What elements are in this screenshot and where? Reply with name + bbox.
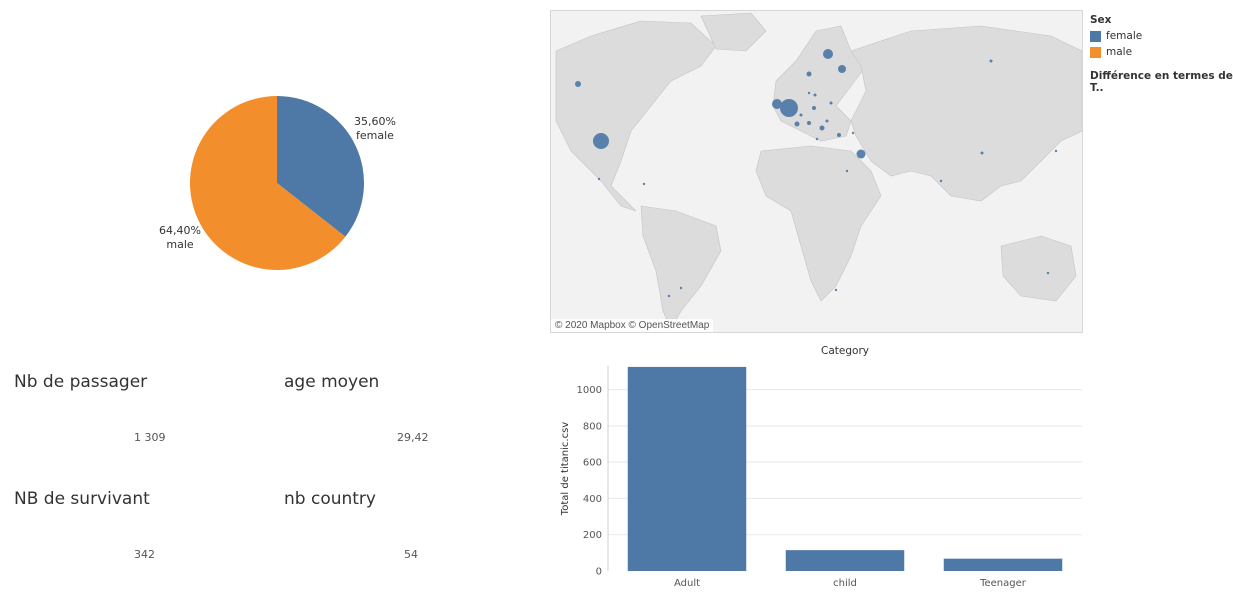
y-tick-label-200: 200 bbox=[583, 530, 602, 541]
y-tick-label-1000: 1000 bbox=[577, 385, 602, 396]
pie-slice-male bbox=[190, 96, 346, 271]
marker-japan bbox=[1054, 149, 1058, 153]
legend-swatch-female bbox=[1090, 30, 1101, 42]
world-map[interactable]: © 2020 Mapbox © OpenStreetMap bbox=[550, 10, 1083, 333]
bar-chart: Category Total de titanic.csv 0 200 400 600 80… bbox=[560, 345, 1082, 589]
marker-mexico bbox=[597, 177, 601, 181]
bar-adult bbox=[627, 366, 747, 571]
legend: Sex female male Différence en termes de … bbox=[1090, 14, 1233, 94]
x-tick-label-adult: Adult bbox=[674, 578, 700, 589]
marker-canada bbox=[575, 81, 581, 87]
marker-austria bbox=[825, 119, 829, 123]
kpi-countries-title: nb country bbox=[284, 489, 376, 509]
marker-turkey bbox=[851, 131, 855, 135]
bar-teenager bbox=[943, 558, 1063, 571]
y-tick-label-800: 800 bbox=[583, 421, 602, 432]
marker-uk bbox=[780, 99, 798, 117]
kpi-age-value: 29,42 bbox=[397, 431, 429, 444]
marker-china bbox=[980, 151, 984, 155]
legend-title: Sex bbox=[1090, 14, 1112, 26]
marker-france bbox=[794, 121, 800, 127]
marker-argentina bbox=[679, 286, 683, 290]
marker-iceland bbox=[807, 91, 811, 95]
map-markers bbox=[575, 49, 1058, 298]
map-credit[interactable]: © 2020 Mapbox © OpenStreetMap bbox=[551, 319, 714, 332]
kpi-survivors-title: NB de survivant bbox=[14, 489, 150, 509]
asia-land bbox=[850, 25, 1082, 202]
kpi-passengers-value: 1 309 bbox=[134, 431, 166, 444]
marker-switzerland bbox=[807, 121, 811, 125]
marker-lebanon bbox=[856, 149, 866, 159]
marker-croatia bbox=[819, 125, 825, 131]
marker-sweden bbox=[823, 49, 833, 59]
kpi-survivors-value: 342 bbox=[134, 548, 155, 561]
legend-label-male: male bbox=[1106, 46, 1133, 58]
marker-belgium bbox=[799, 113, 803, 117]
x-tick-label-teenager: Teenager bbox=[979, 578, 1027, 589]
marker-uruguay bbox=[667, 294, 671, 298]
marker-germany bbox=[812, 106, 816, 110]
legend-item-male[interactable]: male bbox=[1090, 44, 1233, 60]
marker-bulgaria bbox=[837, 133, 841, 137]
legend-swatch-male bbox=[1090, 46, 1101, 58]
kpi-age-title: age moyen bbox=[284, 372, 380, 392]
size-legend-title: Différence en termes de T.. bbox=[1090, 70, 1233, 94]
pie-chart bbox=[190, 96, 364, 271]
y-tick-label-400: 400 bbox=[583, 494, 602, 505]
pie-slice-female bbox=[277, 96, 364, 237]
kpi-passengers-title: Nb de passager bbox=[14, 372, 148, 392]
y-axis-label: Total de titanic.csv bbox=[560, 422, 571, 516]
marker-ireland bbox=[772, 99, 782, 109]
map-canvas bbox=[555, 12, 1082, 330]
africa-land bbox=[755, 145, 882, 302]
marker-finland bbox=[838, 65, 846, 73]
marker-cuba bbox=[642, 182, 646, 186]
pie-label-male: 64,40% male bbox=[159, 224, 201, 251]
marker-usa bbox=[593, 133, 609, 149]
land-masses bbox=[555, 12, 1082, 330]
pie-label-female: 35,60% female bbox=[354, 115, 396, 142]
marker-india bbox=[939, 179, 943, 183]
marker-italy bbox=[815, 137, 819, 141]
marker-poland bbox=[829, 101, 833, 105]
greenland-land bbox=[700, 12, 767, 52]
north-america-land bbox=[555, 20, 717, 212]
chart-title: Category bbox=[821, 345, 869, 357]
y-tick-label-0: 0 bbox=[596, 567, 602, 578]
bar-child bbox=[785, 550, 905, 571]
legend-item-female[interactable]: female bbox=[1090, 28, 1233, 44]
marker-russia bbox=[989, 59, 993, 63]
marker-egypt bbox=[845, 169, 849, 173]
kpi-countries-value: 54 bbox=[404, 548, 418, 561]
legend-label-female: female bbox=[1106, 30, 1143, 42]
south-america-land bbox=[640, 205, 722, 330]
marker-south-africa bbox=[834, 288, 838, 292]
y-tick-label-600: 600 bbox=[583, 458, 602, 469]
australia-land bbox=[1000, 235, 1077, 302]
marker-norway bbox=[806, 71, 812, 77]
marker-denmark bbox=[813, 93, 817, 97]
marker-australia bbox=[1046, 271, 1050, 275]
x-tick-label-child: child bbox=[833, 578, 857, 589]
